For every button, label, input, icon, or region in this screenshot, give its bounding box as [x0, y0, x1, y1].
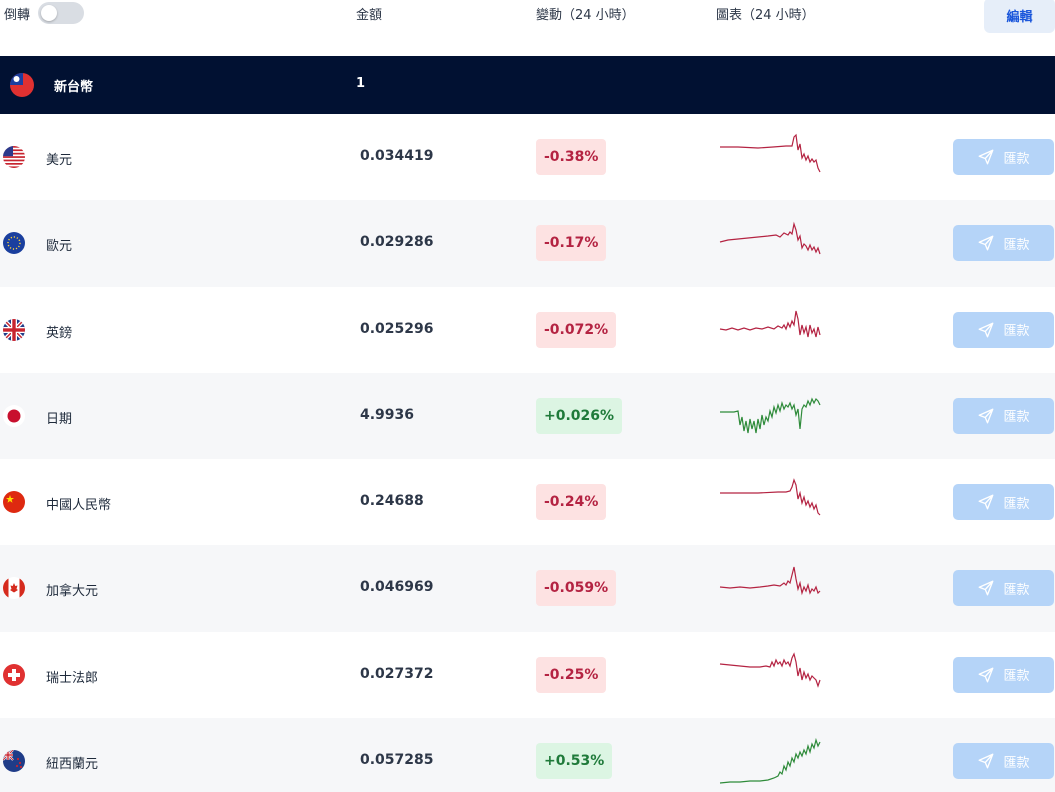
table-header: 倒轉 金額 變動（24 小時） 圖表（24 小時） 編輯	[0, 0, 1055, 56]
send-money-button[interactable]: 匯款	[953, 484, 1054, 521]
currency-list: 美元 0.034419 -0.38% 匯款 歐元 0.029286 -0.17%…	[0, 114, 1055, 792]
change-badge: +0.026%	[536, 397, 623, 434]
currency-name: 加拿大元	[46, 584, 99, 600]
send-icon	[979, 149, 994, 165]
send-button-label: 匯款	[1003, 150, 1030, 166]
send-icon	[979, 667, 994, 683]
send-button-label: 匯款	[1003, 668, 1030, 684]
send-money-button[interactable]: 匯款	[953, 139, 1054, 175]
change-badge: -0.17%	[536, 225, 607, 262]
sparkline-chart	[719, 221, 821, 255]
change-badge: -0.38%	[536, 139, 607, 175]
send-icon	[979, 753, 994, 769]
currency-row-jpy: 日期 4.9936 +0.026% 匯款	[0, 372, 1055, 460]
base-currency-amount: 1	[356, 76, 366, 91]
sparkline-chart	[719, 567, 821, 596]
currency-row-chf: 瑞士法郎 0.027372 -0.25% 匯款	[0, 632, 1055, 718]
base-currency-row: 新台幣 1	[0, 56, 1055, 114]
toggle-knob	[41, 5, 57, 21]
chart-column-header: 圖表（24 小時）	[716, 8, 815, 23]
invert-toggle[interactable]	[38, 2, 84, 24]
currency-amount: 0.025296	[360, 320, 434, 337]
send-button-label: 匯款	[1003, 236, 1030, 252]
send-button-label: 匯款	[1003, 754, 1030, 770]
currency-amount: 0.027372	[360, 665, 434, 682]
currency-name: 日期	[46, 411, 73, 427]
sparkline-chart	[720, 133, 821, 173]
currency-amount: 0.057285	[360, 752, 434, 769]
currency-row-eur: 歐元 0.029286 -0.17% 匯款	[0, 200, 1055, 287]
usa-flag-icon	[3, 146, 25, 168]
send-money-button[interactable]: 匯款	[953, 397, 1054, 434]
uk-flag-icon	[3, 318, 25, 341]
switzerland-flag-icon	[3, 663, 25, 686]
invert-label: 倒轉	[4, 8, 31, 23]
send-icon	[979, 322, 994, 338]
change-badge: -0.059%	[536, 570, 617, 607]
send-button-label: 匯款	[1003, 581, 1030, 597]
currency-amount: 0.046969	[360, 579, 434, 596]
currency-amount: 4.9936	[360, 406, 415, 423]
currency-amount: 0.034419	[360, 148, 434, 164]
send-money-button[interactable]: 匯款	[953, 656, 1054, 693]
send-icon	[979, 408, 994, 424]
send-money-button[interactable]: 匯款	[953, 311, 1054, 348]
sparkline-chart	[720, 397, 821, 433]
currency-name: 歐元	[46, 239, 73, 255]
currency-name: 紐西蘭元	[46, 757, 99, 773]
taiwan-flag-icon	[10, 73, 34, 97]
send-icon	[979, 581, 994, 596]
change-badge: -0.072%	[536, 311, 617, 348]
canada-flag-icon	[3, 577, 25, 600]
currency-name: 美元	[46, 153, 73, 168]
currency-amount: 0.029286	[360, 234, 434, 251]
send-money-button[interactable]: 匯款	[953, 225, 1054, 262]
base-currency-name: 新台幣	[54, 80, 94, 95]
china-flag-icon	[3, 491, 25, 514]
eu-flag-icon	[3, 232, 25, 255]
send-button-label: 匯款	[1003, 323, 1030, 339]
send-icon	[979, 494, 994, 510]
send-money-button[interactable]: 匯款	[953, 570, 1054, 607]
send-button-label: 匯款	[1003, 409, 1030, 425]
currency-row-cny: 中國人民幣 0.24688 -0.24% 匯款	[0, 459, 1055, 545]
change-badge: -0.24%	[536, 484, 607, 521]
change-badge: +0.53%	[536, 743, 613, 780]
currency-row-usd: 美元 0.034419 -0.38% 匯款	[0, 114, 1055, 200]
currency-name: 中國人民幣	[46, 498, 112, 514]
change-column-header: 變動（24 小時）	[536, 8, 635, 23]
sparkline-chart	[719, 310, 821, 337]
send-button-label: 匯款	[1003, 495, 1030, 511]
currency-row-cad: 加拿大元 0.046969 -0.059% 匯款	[0, 545, 1055, 632]
send-icon	[979, 235, 994, 251]
sparkline-chart	[719, 652, 821, 688]
japan-flag-icon	[3, 404, 25, 427]
currency-name: 英鎊	[46, 325, 73, 341]
change-badge: -0.25%	[536, 656, 607, 693]
sparkline-chart	[719, 737, 821, 784]
amount-column-header: 金額	[356, 8, 383, 23]
currency-row-nzd: 紐西蘭元 0.057285 +0.53% 匯款	[0, 718, 1055, 792]
sparkline-chart	[720, 478, 821, 516]
send-money-button[interactable]: 匯款	[953, 743, 1054, 780]
currency-name: 瑞士法郎	[46, 670, 99, 686]
new-zealand-flag-icon	[3, 750, 25, 773]
currency-row-gbp: 英鎊 0.025296 -0.072% 匯款	[0, 287, 1055, 373]
edit-button[interactable]: 編輯	[984, 0, 1055, 33]
currency-amount: 0.24688	[360, 493, 424, 510]
